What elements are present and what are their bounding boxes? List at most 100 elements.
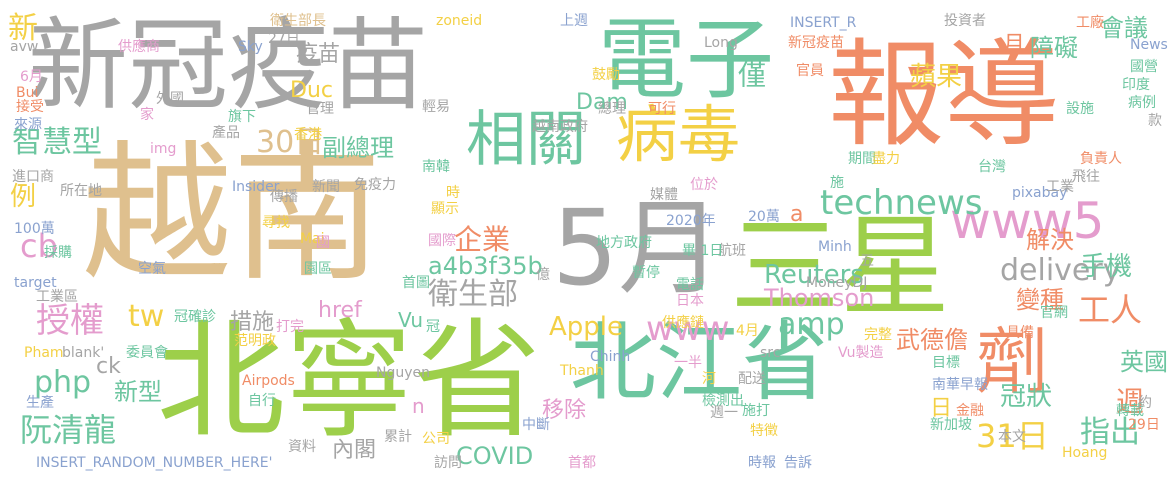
cloud-word: 資料 bbox=[288, 439, 316, 455]
cloud-word: 來源 bbox=[14, 117, 42, 133]
cloud-word: 例 bbox=[10, 182, 37, 212]
cloud-word: 工人 bbox=[1078, 291, 1143, 329]
cloud-word: 週 bbox=[1116, 385, 1145, 418]
cloud-word: 內閣 bbox=[332, 438, 377, 463]
cloud-word: 范明政 bbox=[234, 333, 276, 349]
cloud-word: 27日 bbox=[268, 31, 300, 47]
cloud-word: 約 bbox=[1138, 395, 1152, 411]
cloud-word: 新 bbox=[8, 11, 38, 46]
cloud-word: zoneid bbox=[436, 13, 483, 29]
cloud-word: 累計 bbox=[384, 429, 412, 445]
cloud-word: 告訴 bbox=[784, 455, 812, 471]
cloud-word: Minh bbox=[818, 239, 852, 255]
cloud-word: cb bbox=[20, 227, 58, 265]
cloud-word: 新聞 bbox=[312, 179, 340, 195]
cloud-word: 措施 bbox=[230, 310, 275, 335]
cloud-word: 配送 bbox=[738, 371, 766, 387]
cloud-word: amp bbox=[778, 307, 845, 342]
cloud-word: 劑 bbox=[976, 320, 1049, 404]
cloud-word: 蘋果 bbox=[910, 62, 963, 92]
cloud-word: 衛生部長 bbox=[270, 13, 326, 29]
cloud-word: 家 bbox=[140, 107, 154, 123]
cloud-word: 30日 bbox=[256, 125, 325, 160]
cloud-word: 外國 bbox=[156, 91, 184, 107]
cloud-word: MoneyDJ bbox=[806, 275, 868, 291]
cloud-word: 款 bbox=[1148, 113, 1162, 129]
cloud-word: technews bbox=[820, 183, 983, 223]
cloud-word: 畢 1日 bbox=[682, 243, 724, 259]
cloud-word: 生產 bbox=[26, 395, 54, 411]
cloud-word: 手機 bbox=[1080, 252, 1133, 282]
cloud-word: delivery bbox=[1000, 253, 1121, 288]
cloud-word: 檢測出 bbox=[702, 393, 744, 409]
cloud-word: 國營 bbox=[1130, 59, 1158, 75]
cloud-word: 三星 bbox=[730, 203, 950, 331]
cloud-word: 一半 bbox=[674, 355, 702, 371]
cloud-word: 授權 bbox=[36, 301, 104, 341]
cloud-word: 特徵 bbox=[750, 423, 778, 439]
cloud-word: 病例 bbox=[1128, 95, 1156, 111]
cloud-word: News bbox=[1130, 37, 1168, 53]
cloud-word: 採購 bbox=[44, 245, 72, 261]
cloud-word: 供應鏈 bbox=[662, 315, 704, 331]
cloud-word: 總理 bbox=[598, 101, 626, 117]
cloud-word: 尋找 bbox=[262, 215, 290, 231]
cloud-word: Apple bbox=[549, 312, 624, 342]
cloud-word: 新型 bbox=[114, 378, 162, 406]
cloud-word: 2020年 bbox=[666, 213, 716, 229]
cloud-word: img bbox=[150, 141, 177, 157]
cloud-word: Insider bbox=[232, 179, 280, 195]
cloud-word: 南韓 bbox=[422, 159, 450, 175]
cloud-word: 變種 bbox=[1016, 286, 1064, 314]
cloud-word: 工廠 bbox=[1076, 15, 1104, 31]
cloud-word: 冠狀 bbox=[1000, 382, 1053, 412]
cloud-word: Thomson bbox=[764, 284, 875, 312]
cloud-word: 公司 bbox=[422, 431, 450, 447]
cloud-word: 官網 bbox=[1040, 305, 1068, 321]
cloud-word: 五 bbox=[860, 253, 874, 269]
cloud-word: 目標 bbox=[932, 355, 960, 371]
cloud-word: 僅 bbox=[734, 60, 767, 88]
cloud-word: 位於 bbox=[690, 177, 718, 193]
cloud-word: pixabay bbox=[1012, 185, 1068, 201]
cloud-word: Dam bbox=[576, 90, 628, 115]
cloud-word: a bbox=[790, 202, 804, 227]
cloud-word: 印度 bbox=[1122, 77, 1150, 93]
cloud-word: Thanh bbox=[560, 363, 604, 379]
cloud-word: 自行 bbox=[248, 393, 276, 409]
cloud-word: 施 bbox=[830, 175, 844, 191]
cloud-word: 投資者 bbox=[944, 13, 986, 29]
cloud-word: 園區 bbox=[304, 261, 332, 277]
cloud-word: 越南政府 bbox=[532, 119, 588, 135]
cloud-word: Nguyen bbox=[376, 365, 431, 381]
cloud-word: 地方政府 bbox=[596, 235, 652, 251]
cloud-word: 冠確診 bbox=[174, 309, 216, 325]
cloud-word: 空氣 bbox=[138, 261, 166, 277]
cloud-word: INSERT_R bbox=[790, 15, 857, 31]
cloud-word: 進口商 bbox=[12, 169, 54, 185]
cloud-word: href bbox=[318, 298, 362, 323]
cloud-word: 上週 bbox=[560, 13, 588, 29]
cloud-word: 轉載 bbox=[1116, 403, 1144, 419]
cloud-word: php bbox=[34, 365, 92, 400]
cloud-word: 施打 bbox=[742, 403, 770, 419]
cloud-word: 免疫力 bbox=[354, 177, 396, 193]
cloud-word: 時 bbox=[446, 185, 460, 201]
cloud-word: 委員會 bbox=[126, 345, 168, 361]
cloud-word: 國 bbox=[316, 235, 330, 251]
cloud-word: 旗下 bbox=[228, 109, 256, 125]
cloud-word: 南華早報 bbox=[932, 377, 988, 393]
cloud-word: Duc bbox=[290, 78, 333, 103]
cloud-word: 航班 bbox=[718, 243, 746, 259]
cloud-word: 新冠疫苗 bbox=[28, 7, 428, 124]
cloud-word: 河 bbox=[702, 371, 716, 387]
cloud-word: 障礙 bbox=[1030, 34, 1078, 62]
cloud-word: 顯示 bbox=[431, 201, 459, 217]
cloud-word: 英國 bbox=[1120, 348, 1168, 376]
cloud-word: 電子 bbox=[598, 8, 775, 111]
cloud-word: n bbox=[412, 394, 425, 418]
cloud-word: 月 bbox=[999, 32, 1024, 54]
cloud-word: 日 bbox=[930, 396, 953, 421]
cloud-word: 期間 bbox=[848, 151, 876, 167]
cloud-word: 日本 bbox=[676, 293, 704, 309]
